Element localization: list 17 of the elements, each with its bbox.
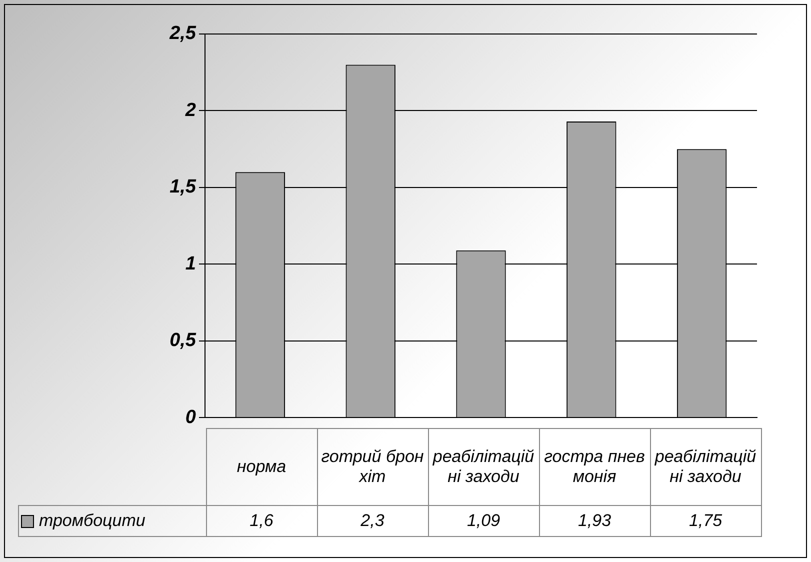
x-tick-label: готрий бронхіт xyxy=(317,428,428,506)
data-label: 1,09 xyxy=(428,506,539,536)
y-tick-label: 2,5 xyxy=(168,23,196,44)
data-label: 2,3 xyxy=(317,506,428,536)
y-tick-label: 1 xyxy=(185,253,196,274)
x-tick-label: норма xyxy=(206,428,317,506)
x-tick-label: реабілітаційні заходи xyxy=(650,428,761,506)
y-tick-label: 0,5 xyxy=(170,330,196,352)
y-tick-label: 0 xyxy=(185,406,196,428)
y-tick-label: 2 xyxy=(184,100,196,121)
data-label: 1,6 xyxy=(206,506,317,536)
y-tick-label: 1,5 xyxy=(170,176,196,198)
text: тромбоцити xyxy=(18,506,206,536)
data-label: 1,75 xyxy=(650,506,761,536)
data-label: 1,93 xyxy=(539,506,650,536)
x-tick-label: гостра пневмонія xyxy=(539,428,650,506)
x-tick-label: реабілітаційні заходи xyxy=(428,428,539,506)
